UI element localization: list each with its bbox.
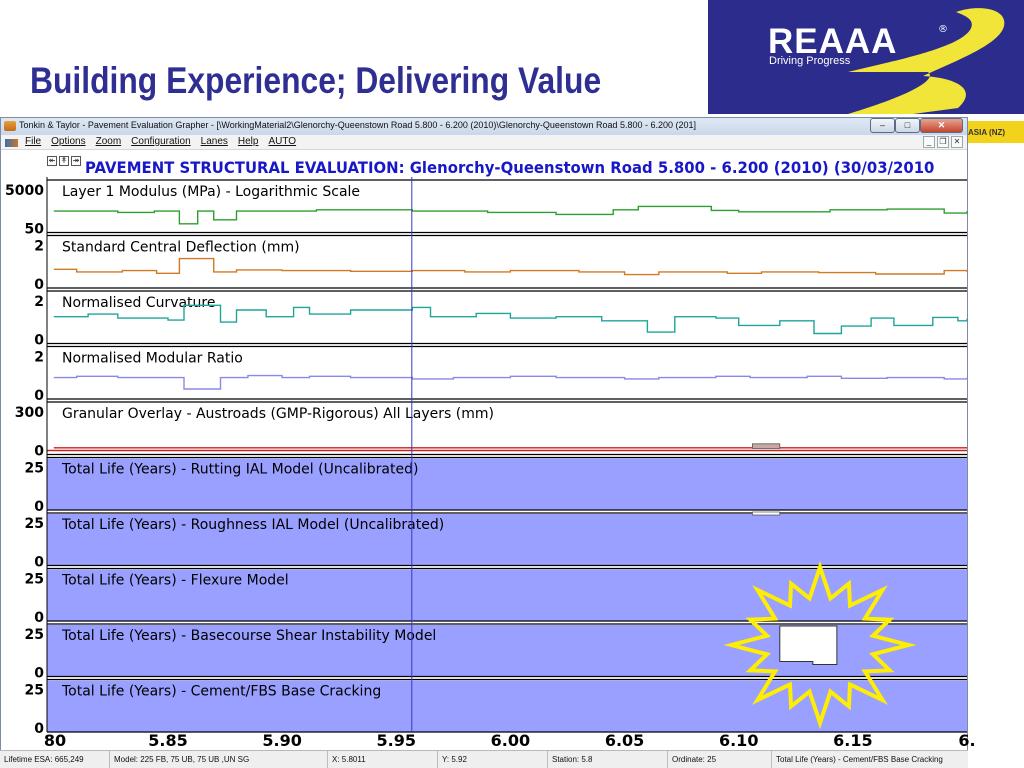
slide-title: Building Experience; Delivering Value bbox=[30, 60, 602, 101]
window-titlebar[interactable]: Tonkin & Taylor - Pavement Evaluation Gr… bbox=[1, 118, 967, 135]
status-ordinate: Ordinate: 25 bbox=[668, 751, 772, 768]
status-y: Y: 5.92 bbox=[438, 751, 548, 768]
logo-wordmark: REAAA bbox=[768, 22, 898, 61]
roughness-marker bbox=[752, 511, 781, 516]
panel-ymax-label: 5000 bbox=[5, 183, 44, 199]
menu-zoom[interactable]: Zoom bbox=[95, 136, 122, 147]
overlay-marker bbox=[752, 443, 781, 449]
status-x: X: 5.8011 bbox=[328, 751, 438, 768]
panel-ymin-label: 0 bbox=[34, 444, 44, 460]
data-gap-box bbox=[779, 625, 838, 665]
app-icon bbox=[4, 121, 16, 131]
panel-fill-7 bbox=[47, 514, 967, 566]
document-icon[interactable] bbox=[5, 139, 18, 147]
x-tick-label: 5.85 bbox=[148, 731, 187, 750]
x-tick-label: 6.15 bbox=[833, 731, 872, 750]
maximize-button[interactable]: □ bbox=[895, 118, 920, 133]
panel-label: Granular Overlay - Austroads (GMP-Rigoro… bbox=[62, 406, 494, 422]
logo-tagline: Driving Progress bbox=[769, 55, 851, 67]
panel-ymax-label: 25 bbox=[25, 572, 44, 588]
panel-ymax-label: 300 bbox=[15, 405, 44, 421]
asia-strip: ASIA (NZ) bbox=[960, 121, 1024, 143]
panel-label: Layer 1 Modulus (MPa) - Logarithmic Scal… bbox=[62, 184, 360, 200]
status-bar: Lifetime ESA: 665,249 Model: 225 FB, 75 … bbox=[0, 750, 968, 768]
mdi-controls: _ ❐ ✕ bbox=[923, 136, 963, 148]
reaaa-logo: REAAA ® Driving Progress bbox=[708, 0, 1024, 114]
panel-label: Total Life (Years) - Basecourse Shear In… bbox=[61, 628, 436, 644]
panel-label: Standard Central Deflection (mm) bbox=[62, 240, 300, 256]
panel-ymin-label: 0 bbox=[34, 333, 44, 349]
panel-ymax-label: 25 bbox=[25, 627, 44, 643]
panel-ymin-label: 50 bbox=[25, 222, 45, 238]
panel-ymin-label: 0 bbox=[34, 277, 44, 293]
x-tick-label: 80 bbox=[44, 731, 66, 750]
pan-up-icon[interactable]: ↟ bbox=[59, 156, 69, 166]
panel-label: Total Life (Years) - Flexure Model bbox=[61, 573, 289, 589]
mdi-minimize-button[interactable]: _ bbox=[923, 136, 935, 148]
x-tick-label: 6. bbox=[958, 731, 975, 750]
window-controls: – □ ✕ bbox=[870, 118, 963, 133]
menu-file[interactable]: File bbox=[25, 136, 42, 147]
series-line-2 bbox=[53, 257, 968, 276]
panel-ymin-label: 0 bbox=[34, 555, 44, 571]
status-panel: Total Life (Years) - Cement/FBS Base Cra… bbox=[776, 755, 943, 764]
x-tick-label: 5.90 bbox=[262, 731, 301, 750]
panel-ymax-label: 25 bbox=[25, 683, 44, 699]
panel-label: Normalised Curvature bbox=[62, 295, 215, 311]
series-line-1 bbox=[53, 205, 968, 225]
panel-ymin-label: 0 bbox=[34, 499, 44, 515]
mdi-close-button[interactable]: ✕ bbox=[951, 136, 963, 148]
series-line-4 bbox=[53, 374, 968, 390]
status-lifetime-esa: Lifetime ESA: 665,249 bbox=[0, 751, 110, 768]
panel-ymax-label: 25 bbox=[25, 516, 44, 532]
panel-label: Total Life (Years) - Cement/FBS Base Cra… bbox=[61, 684, 381, 700]
panel-ymax-label: 2 bbox=[34, 239, 44, 255]
pan-left-icon[interactable]: ↞ bbox=[47, 156, 57, 166]
minimize-button[interactable]: – bbox=[870, 118, 895, 133]
panel-ymax-label: 25 bbox=[25, 461, 44, 477]
logo-swoosh-icon bbox=[848, 8, 1005, 114]
window-title: Tonkin & Taylor - Pavement Evaluation Gr… bbox=[19, 120, 697, 130]
panel-ymin-label: 0 bbox=[34, 721, 44, 737]
menu-options[interactable]: Options bbox=[51, 136, 86, 147]
x-tick-label: 5.95 bbox=[377, 731, 416, 750]
panel-ymin-label: 0 bbox=[34, 610, 44, 626]
panel-ymin-label: 0 bbox=[34, 666, 44, 682]
series-line-3 bbox=[53, 304, 968, 335]
x-tick-label: 6.05 bbox=[605, 731, 644, 750]
menu-bar: File Options Zoom Configuration Lanes He… bbox=[1, 135, 967, 150]
panel-ymax-label: 2 bbox=[34, 350, 44, 366]
panel-label: Normalised Modular Ratio bbox=[62, 351, 243, 367]
menu-configuration[interactable]: Configuration bbox=[131, 136, 191, 147]
menu-lanes[interactable]: Lanes bbox=[200, 136, 228, 147]
plot-title: PAVEMENT STRUCTURAL EVALUATION: Glenorch… bbox=[85, 158, 935, 177]
panel-label: Total Life (Years) - Roughness IAL Model… bbox=[61, 517, 444, 533]
menu-help[interactable]: Help bbox=[237, 136, 259, 147]
status-model: Model: 225 FB, 75 UB, 75 UB ,UN SG bbox=[110, 751, 328, 768]
highlight-starburst-icon bbox=[723, 560, 917, 730]
pan-right-icon[interactable]: ↠ bbox=[71, 156, 81, 166]
status-station: Station: 5.8 bbox=[548, 751, 668, 768]
close-button[interactable]: ✕ bbox=[920, 118, 963, 133]
panel-fill-8 bbox=[47, 569, 967, 621]
plot-navigation: ↞ ↟ ↠ bbox=[47, 156, 81, 166]
panel-ymin-label: 0 bbox=[34, 388, 44, 404]
panel-ymax-label: 2 bbox=[34, 294, 44, 310]
x-tick-label: 6.10 bbox=[719, 731, 758, 750]
panel-label: Total Life (Years) - Rutting IAL Model (… bbox=[61, 462, 418, 478]
menu-auto[interactable]: AUTO bbox=[268, 136, 297, 147]
panel-fill-6 bbox=[47, 458, 967, 510]
mdi-restore-button[interactable]: ❐ bbox=[937, 136, 949, 148]
x-tick-label: 6.00 bbox=[491, 731, 530, 750]
logo-registered-mark: ® bbox=[938, 24, 948, 35]
